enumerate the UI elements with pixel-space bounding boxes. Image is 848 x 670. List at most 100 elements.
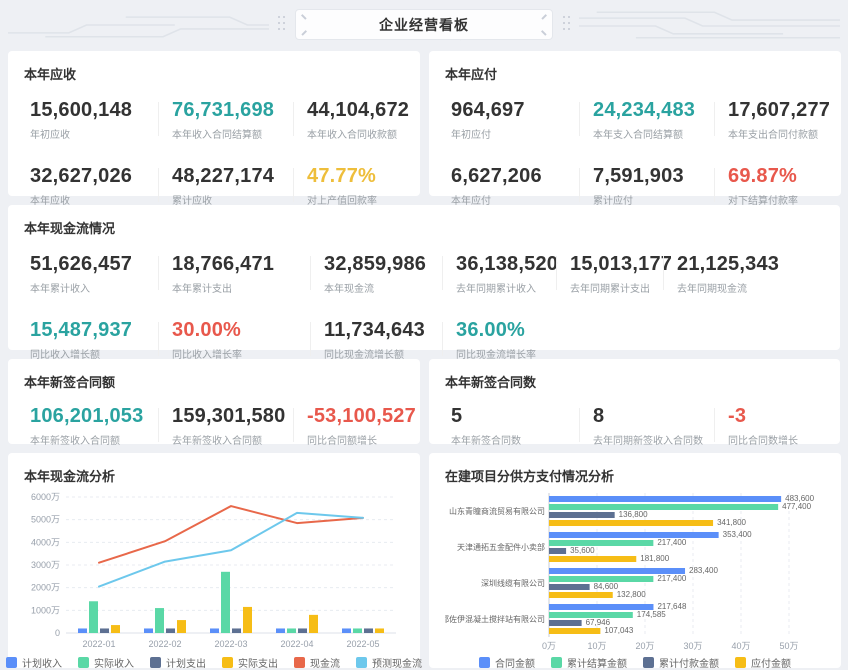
dashboard-header: 企业经营看板 [8,8,840,42]
legend-swatch-icon [479,657,490,668]
svg-text:2000万: 2000万 [31,583,60,593]
stat: 69.87% 对下结算付款率 [714,165,830,207]
header-dots-right [563,16,570,30]
stat: 76,731,698 本年收入合同结算额 [158,99,293,141]
row-contracts: 本年新签合同额 106,201,053 本年新签收入合同额 159,301,580 去… [8,359,840,447]
svg-text:217,648: 217,648 [657,602,686,611]
legend-swatch-icon [643,657,654,668]
stat: 15,600,148 年初应收 [30,99,158,141]
row-cashflow: 本年现金流情况 51,626,457 本年累计收入 18,766,471 本年累计支出… [8,205,840,361]
stat: 5 本年新签合同数 [451,405,579,447]
svg-text:0万: 0万 [542,641,556,651]
stat: 17,607,277 本年支出合同付款额 [714,99,830,141]
stat: 106,201,053 本年新签收入合同额 [30,405,158,447]
stat: -3 同比合同数增长 [714,405,824,447]
stat-label: 去年同期新签收入合同数 [593,436,703,447]
stat-label: 本年新签收入合同额 [30,436,120,447]
stat-value: 5 [451,405,463,427]
stat-value: 15,600,148 [30,99,133,121]
stat-value: 11,734,643 [324,319,425,341]
card-receivable: 本年应收 15,600,148 年初应收 76,731,698 本年收入合同结算额 44… [8,51,420,207]
legend-label: 现金流 [310,659,340,670]
svg-text:2022-02: 2022-02 [148,639,181,649]
stat-label: 对上产值回款率 [307,196,377,207]
supplier-payment-title: 在建项目分供方支付情况分析 [445,469,615,484]
stat-value: 21,125,343 [677,253,780,275]
card-contract-amount-title: 本年新签合同额 [24,375,116,390]
stat: 6,627,206 本年应付 [451,165,579,207]
stat-value: 30.00% [172,319,242,341]
svg-text:6000万: 6000万 [31,492,60,502]
stat-label: 同比现金流增长额 [324,350,404,361]
svg-text:5000万: 5000万 [31,515,60,525]
stat-label: 累计应收 [172,196,212,207]
stat: 7,591,903 累计应付 [579,165,714,207]
svg-text:67,946: 67,946 [586,618,611,627]
stat-label: 去年同期现金流 [677,284,747,295]
legend-swatch-icon [294,657,305,668]
svg-text:2022-03: 2022-03 [214,639,247,649]
legend-label: 累计付款金额 [659,659,719,670]
legend-label: 计划支出 [166,659,206,670]
legend-item[interactable]: 预测现金流 [356,655,422,670]
stat-label: 本年收入合同结算额 [172,130,262,141]
card-cashflow-title: 本年现金流情况 [24,221,116,236]
stat-label: 本年应付 [451,196,491,207]
stat-value: -53,100,527 [307,405,416,427]
svg-text:0: 0 [55,628,60,638]
stat-value: 159,301,580 [172,405,286,427]
stat-value: 964,697 [451,99,525,121]
legend-item[interactable]: 累计结算金额 [551,655,627,670]
card-supplier-payment: 在建项目分供方支付情况分析 0万 10万 20万 30万 40万 50万 山东青瞳商流贸易有… [429,453,841,670]
card-contract-count: 本年新签合同数 5 本年新签合同数 8 去年同期新签收入合同数 -3 同比合同数增长 [429,359,840,447]
stat-label: 累计应付 [593,196,633,207]
page-title: 企业经营看板 [379,16,469,33]
legend-label: 计划收入 [22,659,62,670]
stat: 11,734,643 同比现金流增长额 [310,319,442,361]
legend-item[interactable]: 计划支出 [150,655,206,670]
legend-label: 实际支出 [238,659,278,670]
stat-value: 47.77% [307,165,377,187]
card-payable: 本年应付 964,697 年初应付 24,234,483 本年支入合同结算额 17,60… [429,51,841,207]
receivable-stats: 15,600,148 年初应收 76,731,698 本年收入合同结算额 44,104,… [30,99,409,207]
stat-value: 69.87% [728,165,798,187]
stat-label: 本年累计收入 [30,284,90,295]
legend-label: 应付金额 [751,659,791,670]
svg-text:174,585: 174,585 [637,610,666,619]
legend-swatch-icon [222,657,233,668]
stat: 36,138,520 去年同期累计收入 [442,253,558,295]
svg-text:3000万: 3000万 [31,560,60,570]
legend-swatch-icon [150,657,161,668]
legend-item[interactable]: 实际支出 [222,655,278,670]
svg-text:283,400: 283,400 [689,566,718,575]
stat-value: 32,627,026 [30,165,133,187]
header-dots-left [278,16,285,30]
card-payable-title: 本年应付 [445,67,498,82]
legend-item[interactable]: 计划收入 [6,655,62,670]
supplier-payment-bar-chart: 0万 10万 20万 30万 40万 50万 山东青瞳商流贸易有限公司 483,600477,… [445,493,815,651]
stat-value: 15,487,937 [30,319,133,341]
svg-text:深圳线缆有限公司: 深圳线缆有限公司 [481,578,545,588]
svg-text:217,400: 217,400 [657,574,686,583]
stat-label: 本年支出合同付款额 [728,130,818,141]
legend-item[interactable]: 实际收入 [78,655,134,670]
legend-item[interactable]: 现金流 [294,655,340,670]
stat-label: 去年新签收入合同额 [172,436,262,447]
card-contract-amount: 本年新签合同额 106,201,053 本年新签收入合同额 159,301,580 去… [8,359,420,447]
svg-text:20万: 20万 [635,641,654,651]
legend-item[interactable]: 合同金额 [479,655,535,670]
svg-text:50万: 50万 [779,641,798,651]
stat: 51,626,457 本年累计收入 [30,253,158,295]
stat-label: 同比合同数增长 [728,436,798,447]
stat: 964,697 年初应付 [451,99,579,141]
card-cashflow-analysis: 本年现金流分析 0 1000万 2000万 3000万 4000万 5000万 6000万 2… [6,453,422,670]
legend-item[interactable]: 累计付款金额 [643,655,719,670]
stat-label: 年初应付 [451,130,491,141]
stat: 159,301,580 去年新签收入合同额 [158,405,293,447]
legend-label: 累计结算金额 [567,659,627,670]
stat-value: 6,627,206 [451,165,542,187]
svg-text:477,400: 477,400 [782,502,811,511]
legend-item[interactable]: 应付金额 [735,655,791,670]
stat-label: 本年支入合同结算额 [593,130,683,141]
